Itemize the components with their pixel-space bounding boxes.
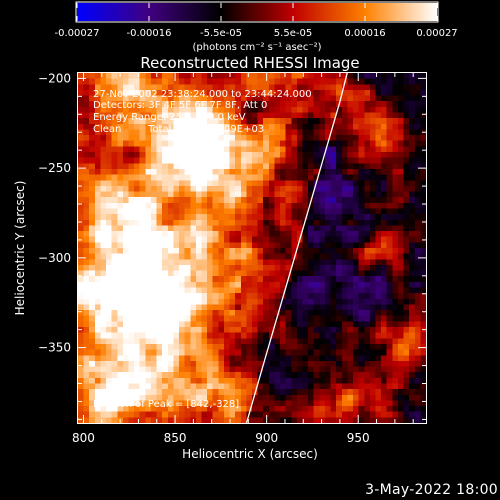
- y-axis-ticks: [78, 77, 426, 420]
- y-tick-label: −350: [38, 341, 71, 355]
- annotation-time-range: 27-Nov-2002 23:38:24.000 to 23:44:24.000: [93, 89, 312, 100]
- y-axis-label: Heliocentric Y (arcsec): [13, 181, 27, 316]
- plot-frame: [77, 72, 427, 424]
- x-axis-ticks: [82, 73, 414, 423]
- y-tick-label: −250: [38, 161, 71, 175]
- annotation-peak-position: Position of Peak = [842,-328]: [93, 399, 239, 410]
- y-axis-tick-labels: −200 −250 −300 −350: [38, 71, 71, 354]
- footer-date: 3-May-2022 18:00: [365, 482, 498, 498]
- colorbar-tick-label: 0.00016: [344, 28, 385, 39]
- x-axis-tick-labels: 800 850 900 950: [72, 431, 370, 445]
- colorbar-tick-labels: -0.00027 -0.00016 -5.5e-05 5.5e-05 0.00016 0.…: [55, 28, 458, 39]
- colorbar-frame: [75, 1, 439, 23]
- y-tick-label: −300: [38, 251, 71, 265]
- annotation-energy-range: Energy Range: 25.0 - 50.0 keV: [93, 112, 246, 123]
- colorbar: -0.00027 -0.00016 -5.5e-05 5.5e-05 0.00016 0.…: [55, 1, 458, 53]
- colorbar-tick-label: -0.00027: [55, 28, 100, 39]
- annotation-detectors: Detectors: 3F 4F 5F 6F 7F 8F, Att 0: [93, 100, 267, 111]
- colorbar-unit-label: (photons cm⁻² s⁻¹ asec⁻²): [192, 42, 321, 53]
- annotation-total-counts: Total counts: 5.09E+03: [147, 124, 264, 135]
- colorbar-tick-label: -5.5e-05: [200, 28, 242, 39]
- colorbar-gradient: [77, 3, 437, 21]
- colorbar-ticks: [76, 3, 438, 21]
- x-tick-label: 900: [255, 431, 278, 445]
- colorbar-tick-label: 5.5e-05: [274, 28, 312, 39]
- colorbar-tick-label: -0.00016: [127, 28, 172, 39]
- solar-limb-curve: [245, 73, 348, 423]
- plot-area: 800 850 900 950 −200 −250 −300 −350: [38, 71, 427, 445]
- x-tick-label: 800: [72, 431, 95, 445]
- x-tick-label: 850: [164, 431, 187, 445]
- x-tick-label: 950: [347, 431, 370, 445]
- annotation-method: Clean: [93, 124, 121, 135]
- x-axis-label: Heliocentric X (arcsec): [182, 447, 318, 461]
- y-tick-label: −200: [38, 71, 71, 85]
- annotations: 27-Nov-2002 23:38:24.000 to 23:44:24.000…: [93, 89, 312, 410]
- heatmap-image: [78, 73, 426, 423]
- colorbar-tick-label: 0.00027: [416, 28, 457, 39]
- chart-title: Reconstructed RHESSI Image: [140, 54, 359, 72]
